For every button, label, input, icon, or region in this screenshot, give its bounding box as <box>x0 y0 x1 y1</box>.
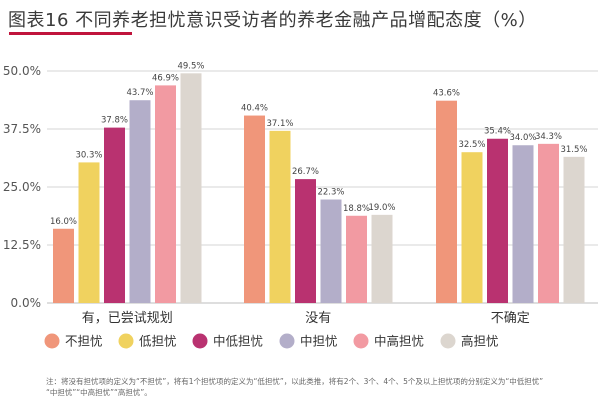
data-label: 37.1% <box>266 119 293 129</box>
legend-swatch <box>44 333 60 349</box>
legend-label: 中担忧 <box>300 334 338 349</box>
bar <box>538 143 559 303</box>
bar <box>180 73 202 303</box>
bar <box>269 130 291 303</box>
data-label: 32.5% <box>458 140 485 150</box>
footnote-line-2: “中担忧”“中高担忧”“高担忧”。 <box>46 388 152 397</box>
data-label: 37.8% <box>101 116 128 126</box>
x-category-label: 没有 <box>305 311 331 326</box>
bar <box>104 127 125 303</box>
legend-label: 中高担忧 <box>374 334 424 349</box>
bar <box>78 162 100 303</box>
y-tick-label: 37.5% <box>3 122 41 136</box>
legend-swatch <box>118 333 134 349</box>
legend-swatch <box>279 333 295 349</box>
legend-label: 中低担忧 <box>213 334 263 349</box>
legend-swatch <box>192 333 208 349</box>
footnote-line-1: 注：将没有担忧项的定义为“不担忧”，将有1个担忧项的定义为“低担忧”，以此类推，… <box>46 377 544 386</box>
chart-title: 图表16 不同养老担忧意识受访者的养老金融产品增配态度（%） <box>8 10 537 31</box>
title-underline <box>9 32 132 35</box>
bar <box>436 100 457 303</box>
legend-swatch <box>353 333 369 349</box>
data-label: 43.7% <box>126 88 153 98</box>
bar-chart: 0.0% 12.5% 25.0% 37.5% 50.0% 16.0% 40.4% 43.6% 3… <box>3 61 598 349</box>
x-category-label: 有，已尝试规划 <box>82 311 173 326</box>
bar <box>53 228 74 303</box>
legend-label: 低担忧 <box>139 334 177 349</box>
bar <box>563 156 585 303</box>
data-label: 31.5% <box>560 145 587 155</box>
data-label: 49.5% <box>177 61 204 71</box>
data-label: 22.3% <box>317 188 344 198</box>
bar <box>371 214 393 303</box>
y-tick-label: 25.0% <box>3 180 41 194</box>
bar <box>129 100 151 304</box>
y-tick-label: 12.5% <box>3 238 41 252</box>
x-category-label: 不确定 <box>491 311 530 326</box>
bar <box>487 138 508 303</box>
data-label: 34.0% <box>509 133 536 143</box>
bar <box>320 199 342 303</box>
data-label: 34.3% <box>535 132 562 142</box>
bar <box>295 179 316 303</box>
bar <box>512 145 534 303</box>
y-tick-label: 0.0% <box>11 296 42 310</box>
data-label: 16.0% <box>50 217 77 227</box>
data-label: 35.4% <box>484 127 511 137</box>
footnote: 注：将没有担忧项的定义为“不担忧”，将有1个担忧项的定义为“低担忧”，以此类推，… <box>46 376 596 398</box>
bar <box>461 152 483 303</box>
data-label: 18.8% <box>343 204 370 214</box>
data-label: 40.4% <box>241 104 268 114</box>
data-label: 43.6% <box>433 89 460 99</box>
legend-swatch <box>440 333 456 349</box>
legend-label: 不担忧 <box>65 334 103 349</box>
data-label: 30.3% <box>75 150 102 160</box>
legend-label: 高担忧 <box>461 334 499 349</box>
bar <box>155 85 176 303</box>
y-tick-label: 50.0% <box>3 64 41 78</box>
data-label: 46.9% <box>152 73 179 83</box>
bar <box>346 215 367 303</box>
bar <box>244 115 265 303</box>
data-label: 26.7% <box>292 167 319 177</box>
data-label: 19.0% <box>368 203 395 213</box>
